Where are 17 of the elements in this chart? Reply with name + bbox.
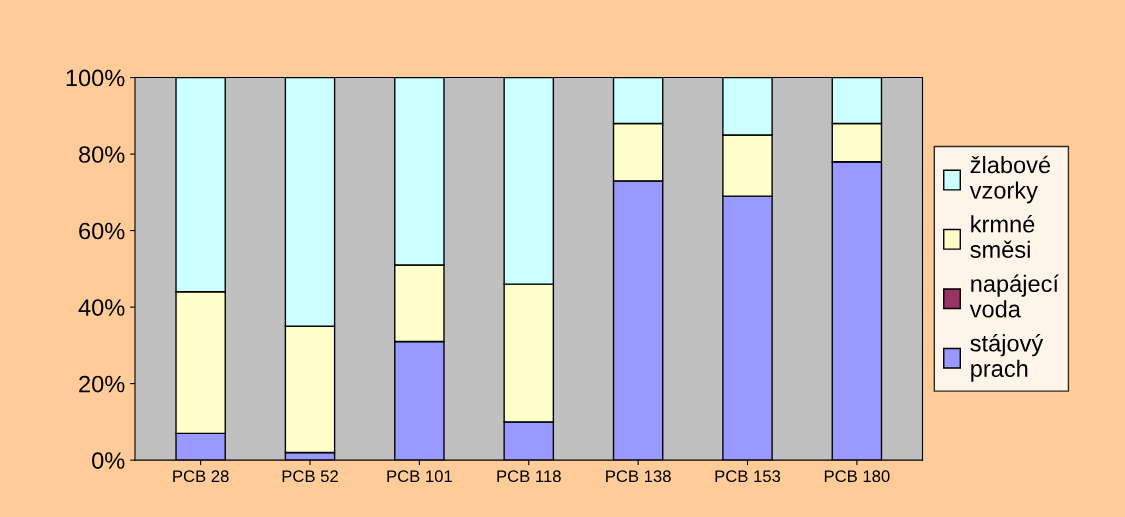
y-tick-label: 80% <box>79 146 125 163</box>
y-tick-label: 100% <box>66 69 125 87</box>
x-tick-label: PCB 52 <box>282 470 338 483</box>
x-tick-label: PCB 180 <box>824 470 890 483</box>
y-tick-label: 60% <box>79 222 125 240</box>
y-tick-label: 0% <box>92 452 125 469</box>
y-tick-label: 40% <box>78 299 125 316</box>
legend-label: krmné směsi <box>970 214 1035 258</box>
x-tick-label: PCB 118 <box>497 470 561 483</box>
y-tick-label: 20% <box>79 375 125 393</box>
legend-label: napájecí voda <box>969 274 1059 318</box>
x-tick-label: PCB 138 <box>606 470 671 483</box>
legend-label: žlabové vzorky <box>969 155 1051 204</box>
x-tick-label: PCB 153 <box>715 470 781 483</box>
x-tick-label: PCB 28 <box>173 470 229 483</box>
x-tick-label: PCB 101 <box>387 470 452 483</box>
legend-label: stájový prach <box>970 333 1044 382</box>
